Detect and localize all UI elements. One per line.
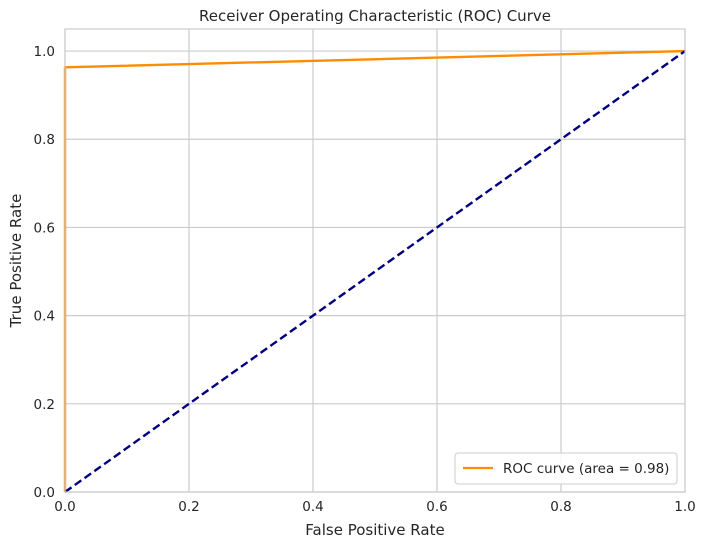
x-axis-ticks: 0.0 0.2 0.4 0.6 0.8 1.0 [54, 499, 695, 515]
y-axis-label: True Positive Rate [7, 194, 25, 329]
legend-label-roc: ROC curve (area = 0.98) [503, 461, 669, 477]
x-tick-label: 0.0 [54, 499, 75, 515]
legend: ROC curve (area = 0.98) [454, 452, 678, 485]
chart-title: Receiver Operating Characteristic (ROC) … [199, 7, 551, 25]
y-tick-label: 0.6 [34, 220, 55, 236]
x-axis-label: False Positive Rate [305, 521, 444, 539]
y-tick-label: 0.2 [34, 397, 55, 413]
x-tick-label: 0.4 [302, 499, 323, 515]
y-tick-label: 0.0 [34, 485, 55, 501]
y-tick-label: 0.4 [34, 309, 55, 325]
y-tick-label: 0.8 [34, 132, 55, 148]
x-tick-label: 0.2 [178, 499, 199, 515]
y-axis-ticks: 0.0 0.2 0.4 0.6 0.8 1.0 [34, 44, 55, 501]
plot-frame [64, 28, 686, 493]
x-tick-label: 1.0 [674, 499, 695, 515]
x-tick-label: 0.6 [426, 499, 447, 515]
y-tick-label: 1.0 [34, 44, 55, 60]
grid [64, 29, 686, 493]
chance-diagonal-line [64, 50, 686, 493]
legend-box [454, 452, 678, 485]
plot-lines [63, 49, 686, 493]
x-tick-label: 0.8 [550, 499, 571, 515]
